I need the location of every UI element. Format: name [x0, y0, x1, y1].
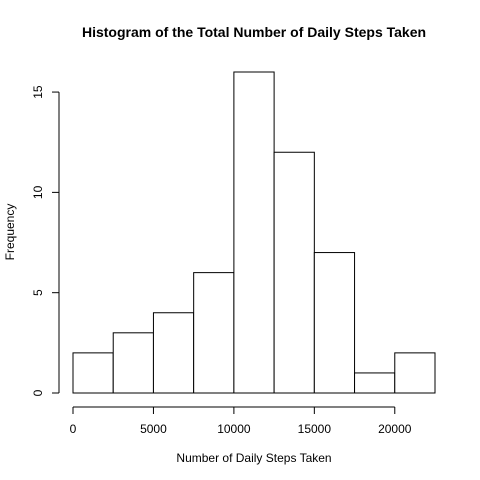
histogram-bar-7 [354, 372, 396, 394]
y-tick-label-15: 15 [31, 85, 45, 99]
histogram-bar-5 [273, 151, 315, 394]
y-axis-label: Frequency [3, 204, 17, 261]
x-axis-label: Number of Daily Steps Taken [176, 451, 331, 465]
x-axis: 0 5000 10000 15000 20000 [70, 406, 412, 436]
histogram-bar-2 [152, 312, 195, 394]
x-tick-label-15000: 15000 [298, 422, 332, 436]
histogram-bar-8 [394, 352, 436, 394]
histogram-bar-1 [112, 332, 154, 394]
x-tick-label-5000: 5000 [140, 422, 167, 436]
y-tick-label-0: 0 [31, 389, 45, 396]
x-tick-label-20000: 20000 [378, 422, 412, 436]
chart-title: Histogram of the Total Number of Daily S… [82, 24, 426, 40]
histogram-bar-3 [193, 272, 235, 394]
histogram-bar-6 [313, 252, 356, 394]
histogram-bar-4 [233, 71, 275, 394]
x-tick-label-0: 0 [70, 422, 77, 436]
histogram-bar-0 [72, 352, 114, 394]
y-tick-label-5: 5 [31, 289, 45, 296]
bars-group [72, 71, 436, 394]
y-tick-label-10: 10 [31, 185, 45, 199]
x-tick-label-10000: 10000 [217, 422, 251, 436]
y-axis: 0 5 10 15 [31, 85, 60, 396]
